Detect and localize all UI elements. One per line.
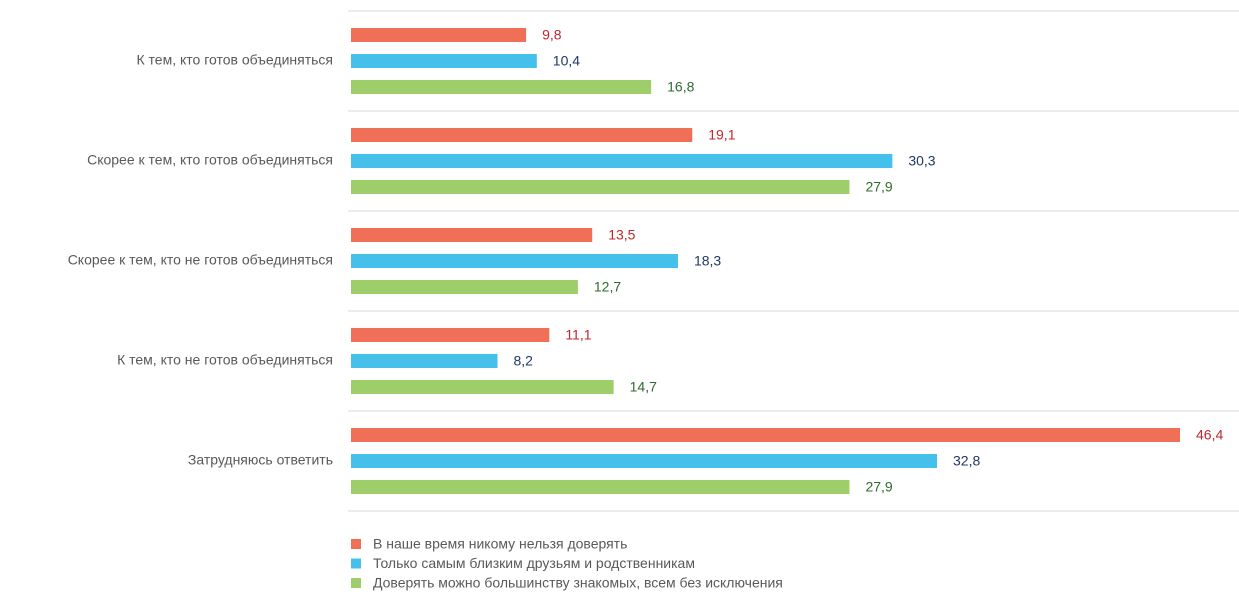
bar: [351, 428, 1180, 442]
bar: [351, 480, 850, 494]
value-label: 8,2: [514, 353, 534, 369]
legend-swatch: [351, 539, 361, 549]
bar: [351, 180, 850, 194]
category-label: Скорее к тем, кто готов объединяться: [87, 152, 333, 168]
value-label: 30,3: [908, 153, 935, 169]
legend-swatch: [351, 558, 361, 569]
legend-label: Доверять можно большинству знакомых, все…: [373, 575, 783, 591]
category-label: К тем, кто готов объединяться: [136, 52, 333, 68]
bar: [351, 254, 678, 268]
legend-swatch: [351, 578, 361, 588]
value-label: 18,3: [694, 253, 721, 269]
bar: [351, 280, 578, 294]
category-label: Скорее к тем, кто не готов объединяться: [68, 252, 333, 268]
value-label: 11,1: [565, 327, 591, 343]
value-label: 32,8: [953, 453, 980, 469]
bar: [351, 228, 593, 242]
bar: [351, 80, 652, 94]
value-label: 27,9: [865, 179, 892, 195]
value-label: 16,8: [667, 79, 694, 95]
value-label: 19,1: [708, 127, 735, 143]
bar: [351, 380, 614, 394]
category-label: К тем, кто не готов объединяться: [117, 352, 333, 368]
value-label: 46,4: [1196, 427, 1223, 443]
bar: [351, 128, 693, 142]
value-label: 13,5: [608, 227, 635, 243]
value-label: 12,7: [594, 279, 621, 295]
legend-label: В наше время никому нельзя доверять: [373, 536, 627, 552]
category-label: Затрудняюсь ответить: [188, 452, 333, 468]
bar: [351, 454, 938, 468]
bar: [351, 54, 537, 68]
legend-label: Только самым близким друзьям и родственн…: [373, 555, 695, 571]
value-label: 14,7: [630, 379, 657, 395]
value-label: 9,8: [542, 27, 562, 43]
bar: [351, 328, 550, 342]
bar: [351, 28, 527, 42]
value-label: 10,4: [553, 53, 580, 69]
bar: [351, 354, 498, 368]
value-label: 27,9: [865, 479, 892, 495]
bar: [351, 154, 893, 168]
